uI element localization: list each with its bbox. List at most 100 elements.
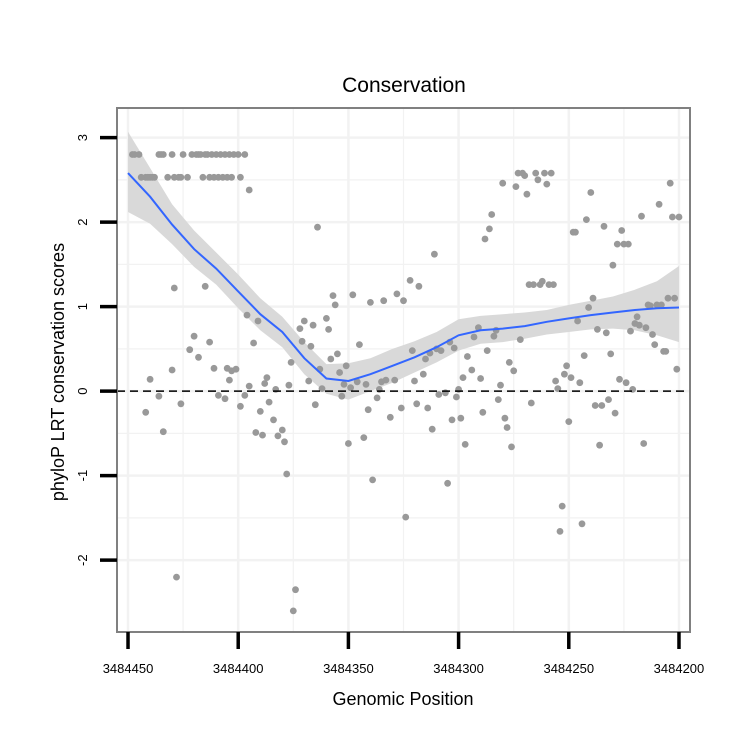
data-point — [649, 331, 656, 338]
data-point — [602, 329, 610, 337]
data-point — [142, 408, 150, 416]
data-point — [184, 173, 191, 181]
data-point — [640, 440, 648, 447]
data-point — [393, 290, 401, 298]
data-point — [364, 406, 372, 414]
data-point — [285, 381, 293, 389]
data-point — [400, 297, 407, 305]
x-tick-label: 3484400 — [213, 661, 264, 676]
y-tick-label: 3 — [75, 134, 90, 141]
confidence-band — [128, 131, 679, 400]
data-point — [243, 311, 251, 319]
data-point — [245, 186, 253, 194]
data-point — [527, 399, 535, 407]
data-point — [232, 365, 240, 373]
data-point — [287, 359, 295, 366]
data-point — [283, 470, 291, 478]
data-point — [494, 396, 502, 403]
data-point — [289, 607, 297, 615]
data-point — [627, 327, 634, 335]
data-point — [547, 169, 555, 177]
data-point — [323, 315, 330, 322]
data-point — [263, 374, 271, 381]
data-point — [340, 381, 348, 388]
data-point — [552, 377, 559, 385]
data-point — [151, 173, 158, 181]
data-point — [550, 281, 557, 288]
x-tick-label: 3484200 — [654, 661, 705, 676]
y-tick-label: 2 — [75, 218, 90, 225]
data-point — [501, 414, 509, 422]
data-point — [334, 350, 341, 358]
data-point — [228, 173, 236, 181]
data-point — [587, 189, 595, 196]
data-point — [305, 377, 313, 385]
data-point — [583, 216, 590, 224]
data-point — [274, 432, 282, 440]
data-point — [532, 169, 540, 177]
data-point — [459, 374, 467, 381]
data-point — [574, 317, 581, 325]
data-points — [129, 151, 683, 615]
data-point — [201, 282, 209, 290]
data-point — [596, 441, 603, 449]
data-point — [457, 414, 465, 422]
data-point — [360, 434, 368, 441]
data-point — [589, 294, 597, 302]
data-point — [521, 172, 529, 180]
data-point — [488, 211, 496, 218]
data-point — [635, 321, 643, 329]
data-point — [611, 409, 619, 417]
data-point — [633, 313, 641, 321]
smooth-line — [127, 172, 680, 383]
data-point — [448, 416, 456, 424]
data-point — [135, 151, 143, 158]
data-point — [613, 240, 621, 248]
data-point — [327, 355, 335, 363]
data-point — [618, 227, 626, 234]
data-point — [516, 336, 524, 343]
data-point — [591, 402, 599, 409]
x-tick-label: 3484350 — [323, 661, 374, 676]
data-point — [345, 440, 352, 447]
data-point — [259, 431, 266, 439]
data-point — [397, 404, 405, 412]
data-point — [572, 228, 579, 236]
data-point — [265, 398, 273, 406]
data-point — [673, 365, 681, 373]
confidence-band-area — [128, 131, 679, 400]
data-point — [146, 375, 154, 383]
y-tick-label: 0 — [75, 387, 90, 394]
plot-frame — [116, 107, 691, 633]
x-tick-label: 3484300 — [433, 661, 484, 676]
data-point — [179, 151, 187, 158]
data-point — [300, 317, 308, 325]
x-axis-label: Genomic Position — [332, 689, 473, 709]
data-point — [318, 385, 326, 392]
data-point — [402, 513, 410, 521]
data-point — [415, 282, 423, 290]
data-point — [490, 332, 498, 340]
data-point — [298, 337, 306, 345]
data-point — [168, 151, 176, 158]
data-point — [605, 396, 612, 403]
data-point — [362, 381, 370, 388]
data-point — [622, 379, 630, 387]
x-tick-label: 3484250 — [543, 661, 594, 676]
data-point — [642, 324, 650, 332]
data-point — [349, 291, 357, 299]
data-point — [594, 326, 601, 333]
data-point — [190, 332, 198, 340]
data-point — [624, 240, 632, 248]
data-point — [261, 380, 269, 387]
data-point — [503, 424, 511, 431]
data-point — [530, 281, 537, 288]
data-point — [428, 425, 436, 433]
data-point — [479, 408, 487, 416]
data-point — [382, 376, 390, 384]
data-point — [435, 391, 443, 398]
data-point — [437, 347, 445, 354]
data-point — [406, 277, 414, 284]
data-point — [563, 362, 570, 370]
